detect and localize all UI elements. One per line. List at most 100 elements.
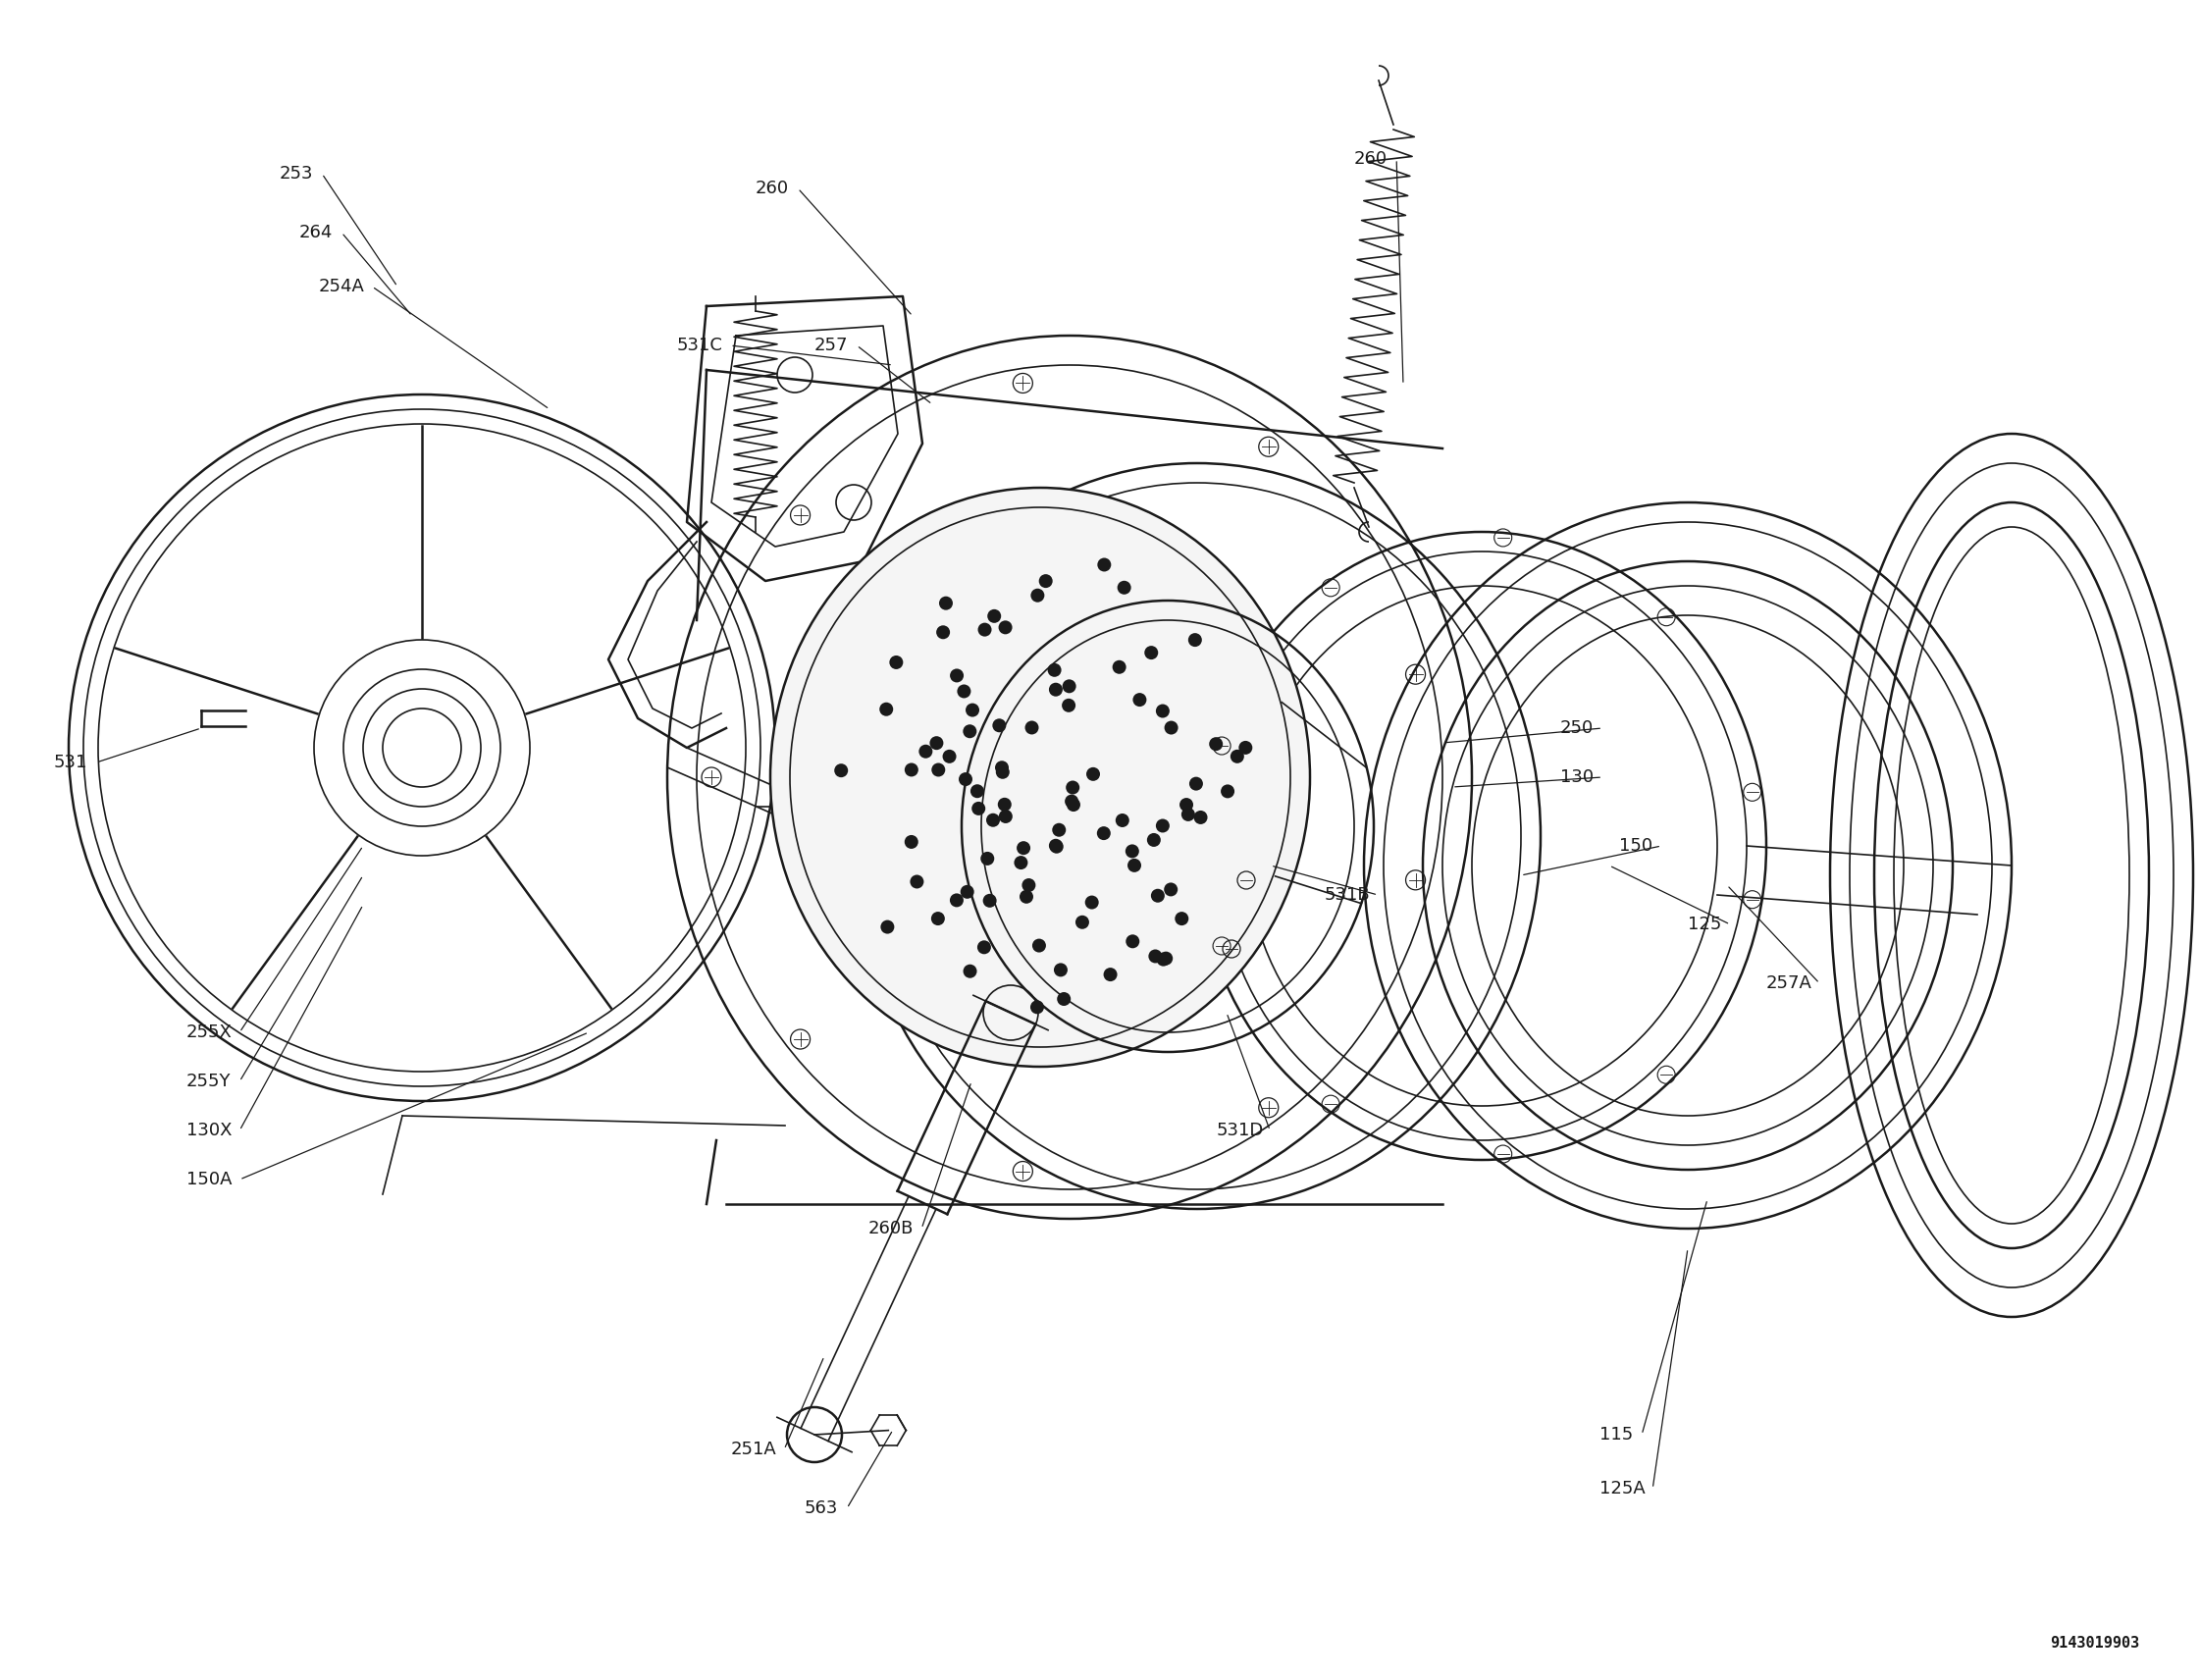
Circle shape <box>983 894 997 907</box>
Circle shape <box>1098 827 1111 840</box>
Text: 255Y: 255Y <box>187 1072 231 1090</box>
Circle shape <box>889 655 904 669</box>
Circle shape <box>1098 558 1111 571</box>
Circle shape <box>1239 741 1252 754</box>
Circle shape <box>1144 645 1157 660</box>
Text: 115: 115 <box>1599 1426 1632 1443</box>
Circle shape <box>1190 776 1203 791</box>
Circle shape <box>1155 818 1170 833</box>
Circle shape <box>997 764 1010 780</box>
Circle shape <box>950 669 964 682</box>
Circle shape <box>1159 951 1173 966</box>
Text: 531B: 531B <box>1324 885 1371 904</box>
Text: 257A: 257A <box>1767 974 1813 993</box>
Text: 531D: 531D <box>1217 1122 1265 1139</box>
Circle shape <box>904 763 917 776</box>
Circle shape <box>1052 823 1067 837</box>
Circle shape <box>1155 704 1170 717</box>
Circle shape <box>920 744 933 758</box>
Circle shape <box>1049 838 1063 852</box>
Circle shape <box>1175 912 1188 926</box>
Text: 531C: 531C <box>678 336 724 354</box>
Circle shape <box>981 852 994 865</box>
Circle shape <box>1148 949 1162 963</box>
Circle shape <box>1032 939 1045 953</box>
Circle shape <box>964 964 977 978</box>
Circle shape <box>999 620 1012 635</box>
Circle shape <box>1151 889 1164 902</box>
Circle shape <box>904 835 917 848</box>
Circle shape <box>939 596 953 610</box>
Circle shape <box>1047 664 1060 677</box>
Circle shape <box>931 912 944 926</box>
Circle shape <box>931 736 944 749</box>
Circle shape <box>1067 798 1080 811</box>
Circle shape <box>1016 842 1030 855</box>
Circle shape <box>1021 879 1036 892</box>
Circle shape <box>1157 953 1170 966</box>
Circle shape <box>1038 575 1052 588</box>
Text: 531: 531 <box>55 754 88 771</box>
Text: 257: 257 <box>814 336 849 354</box>
Circle shape <box>1118 581 1131 595</box>
Text: 9143019903: 9143019903 <box>2050 1636 2138 1650</box>
Circle shape <box>961 885 975 899</box>
Circle shape <box>999 810 1012 823</box>
Circle shape <box>1164 882 1177 897</box>
Circle shape <box>1126 845 1140 858</box>
Text: 130: 130 <box>1560 768 1593 786</box>
Text: 150A: 150A <box>187 1171 231 1188</box>
Circle shape <box>1019 890 1034 904</box>
Circle shape <box>1126 934 1140 948</box>
Circle shape <box>1056 993 1071 1006</box>
Circle shape <box>957 684 970 699</box>
Text: 125A: 125A <box>1599 1480 1646 1497</box>
Text: 125: 125 <box>1687 916 1723 932</box>
Circle shape <box>992 719 1005 732</box>
Circle shape <box>966 704 979 717</box>
Circle shape <box>937 625 950 638</box>
Circle shape <box>911 875 924 889</box>
Circle shape <box>1063 679 1076 694</box>
Circle shape <box>1104 968 1118 981</box>
Circle shape <box>880 921 895 934</box>
Circle shape <box>1049 840 1063 853</box>
Circle shape <box>1146 833 1162 847</box>
Circle shape <box>880 702 893 716</box>
Circle shape <box>1076 916 1089 929</box>
Text: 251A: 251A <box>730 1440 777 1458</box>
Circle shape <box>994 761 1010 774</box>
Circle shape <box>959 773 972 786</box>
Circle shape <box>988 610 1001 623</box>
Circle shape <box>834 764 847 778</box>
Text: 250: 250 <box>1560 719 1593 738</box>
Circle shape <box>1221 785 1234 798</box>
Circle shape <box>1181 808 1195 822</box>
Circle shape <box>931 763 946 776</box>
Text: 254A: 254A <box>319 277 365 296</box>
Circle shape <box>1065 795 1078 808</box>
Circle shape <box>1054 963 1067 976</box>
Circle shape <box>1133 692 1146 707</box>
Circle shape <box>1032 588 1045 601</box>
Circle shape <box>1030 1000 1045 1015</box>
Text: 255X: 255X <box>187 1023 233 1042</box>
Text: 130X: 130X <box>187 1122 231 1139</box>
Circle shape <box>1049 682 1063 697</box>
Circle shape <box>1188 633 1201 647</box>
Circle shape <box>1085 895 1098 909</box>
Circle shape <box>1113 660 1126 674</box>
Circle shape <box>999 798 1012 811</box>
Text: 260: 260 <box>755 180 790 197</box>
Circle shape <box>1195 810 1208 825</box>
Ellipse shape <box>770 487 1309 1067</box>
Circle shape <box>1164 721 1177 734</box>
Text: 563: 563 <box>805 1500 838 1517</box>
Circle shape <box>1179 798 1192 811</box>
Circle shape <box>1210 738 1223 751</box>
Circle shape <box>942 749 957 763</box>
Circle shape <box>977 941 990 954</box>
Text: 260B: 260B <box>869 1220 913 1238</box>
Circle shape <box>1087 768 1100 781</box>
Circle shape <box>972 801 986 815</box>
